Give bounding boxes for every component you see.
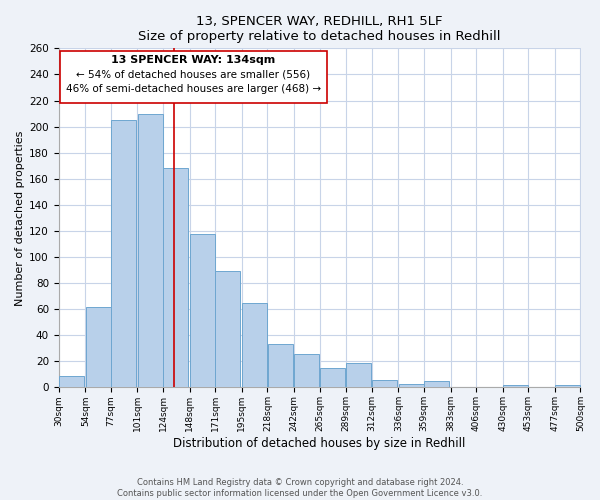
- Bar: [111, 120, 136, 388]
- Bar: [268, 344, 293, 388]
- Bar: [372, 380, 397, 388]
- Bar: [215, 272, 241, 388]
- Bar: [163, 168, 188, 388]
- Bar: [346, 362, 371, 388]
- Text: 13 SPENCER WAY: 134sqm: 13 SPENCER WAY: 134sqm: [112, 55, 275, 65]
- Bar: [424, 381, 449, 388]
- Text: ← 54% of detached houses are smaller (556): ← 54% of detached houses are smaller (55…: [76, 69, 311, 79]
- Bar: [503, 385, 528, 388]
- Bar: [242, 302, 267, 388]
- Title: 13, SPENCER WAY, REDHILL, RH1 5LF
Size of property relative to detached houses i: 13, SPENCER WAY, REDHILL, RH1 5LF Size o…: [139, 15, 501, 43]
- Bar: [555, 385, 580, 388]
- Bar: [398, 384, 424, 388]
- Text: Contains HM Land Registry data © Crown copyright and database right 2024.
Contai: Contains HM Land Registry data © Crown c…: [118, 478, 482, 498]
- Bar: [320, 368, 345, 388]
- Text: 46% of semi-detached houses are larger (468) →: 46% of semi-detached houses are larger (…: [66, 84, 321, 94]
- Bar: [295, 354, 319, 388]
- Bar: [138, 114, 163, 388]
- FancyBboxPatch shape: [60, 51, 328, 103]
- Y-axis label: Number of detached properties: Number of detached properties: [15, 130, 25, 306]
- Bar: [59, 376, 84, 388]
- Bar: [190, 234, 215, 388]
- X-axis label: Distribution of detached houses by size in Redhill: Distribution of detached houses by size …: [173, 437, 466, 450]
- Bar: [86, 306, 110, 388]
